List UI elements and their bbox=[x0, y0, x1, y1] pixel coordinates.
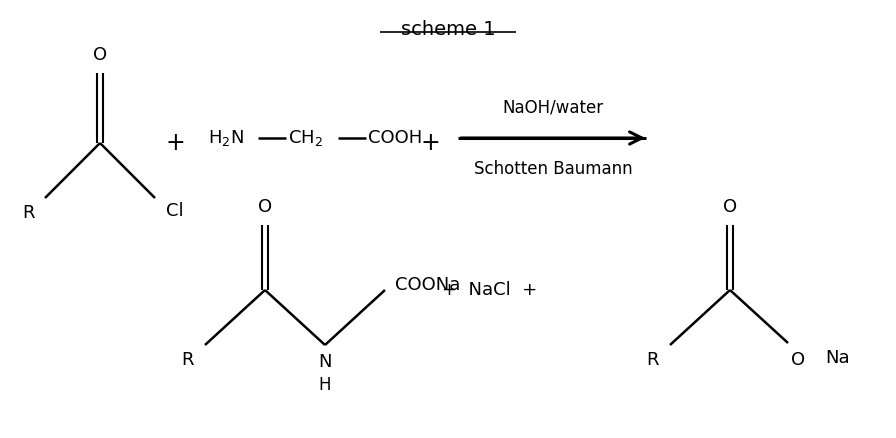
Text: O: O bbox=[791, 351, 806, 369]
Text: R: R bbox=[22, 204, 34, 222]
Text: COONa: COONa bbox=[395, 276, 461, 294]
Text: Na: Na bbox=[826, 349, 850, 367]
Text: CH$_2$: CH$_2$ bbox=[288, 128, 323, 148]
Text: N: N bbox=[318, 353, 332, 371]
Text: H$_2$N: H$_2$N bbox=[208, 128, 244, 148]
Text: +  NaCl  +: + NaCl + bbox=[443, 281, 538, 299]
Text: +: + bbox=[420, 131, 440, 155]
Text: O: O bbox=[258, 198, 272, 216]
Text: O: O bbox=[93, 46, 107, 64]
Text: Cl: Cl bbox=[166, 202, 184, 220]
Text: +: + bbox=[165, 131, 185, 155]
Text: COOH: COOH bbox=[368, 129, 422, 147]
Text: NaOH/water: NaOH/water bbox=[503, 98, 604, 116]
Text: Schotten Baumann: Schotten Baumann bbox=[474, 160, 633, 178]
Text: O: O bbox=[723, 198, 737, 216]
Text: R: R bbox=[646, 351, 659, 369]
Text: R: R bbox=[181, 351, 194, 369]
Text: H: H bbox=[319, 376, 332, 394]
Text: scheme 1: scheme 1 bbox=[401, 20, 495, 39]
